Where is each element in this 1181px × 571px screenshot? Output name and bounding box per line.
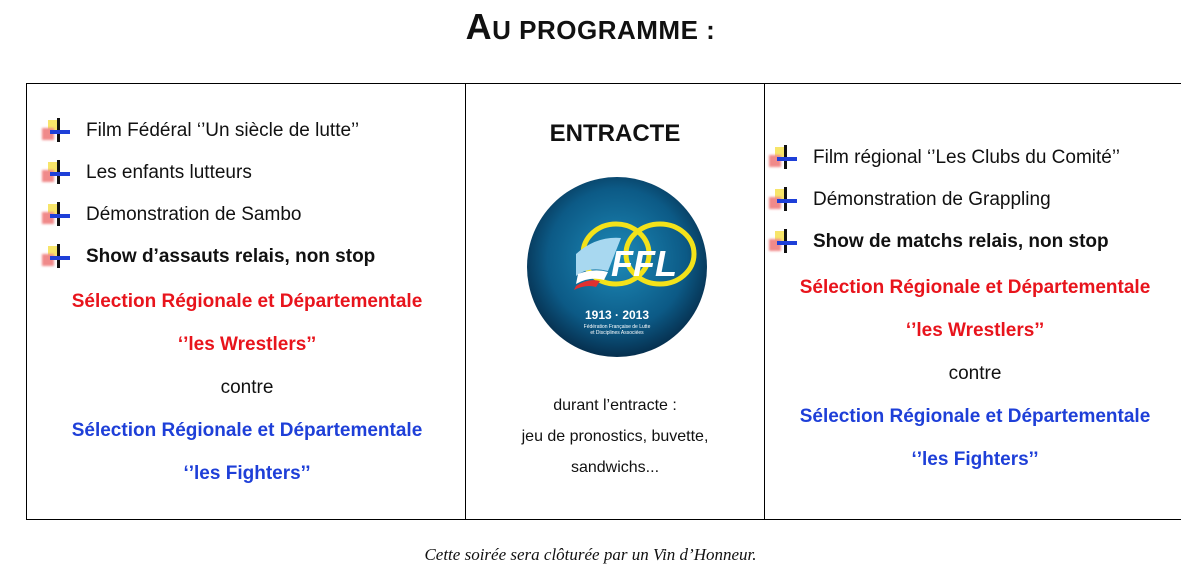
page-title: AU PROGRAMME : (465, 6, 716, 47)
team-red-name: ‘’les Wrestlers’’ (177, 334, 317, 355)
list-item: Film régional ‘’Les Clubs du Comité’’ (769, 137, 1181, 179)
footer-note: Cette soirée sera clôturée par un Vin d’… (424, 545, 757, 564)
bullet-icon (769, 229, 799, 255)
left-column: Film Fédéral ‘’Un siècle de lutte’’ Les e… (42, 110, 452, 495)
team-blue-name: ‘’les Fighters’’ (911, 449, 1039, 470)
right-column: Film régional ‘’Les Clubs du Comité’’ Dém… (769, 137, 1181, 481)
list-item: Démonstration de Sambo (42, 194, 452, 236)
ffl-logo: FFL 1913 · 2013 Fédération Française de … (526, 176, 708, 358)
versus-text: contre (220, 377, 274, 398)
bullet-icon (769, 145, 799, 171)
svg-text:Fédération Française de Lutte: Fédération Française de Lutte (584, 324, 651, 330)
svg-text:FFL: FFL (611, 243, 677, 284)
list-item: Film Fédéral ‘’Un siècle de lutte’’ (42, 110, 452, 152)
versus-text: contre (948, 363, 1002, 384)
team-blue-label: Sélection Régionale et Départementale (71, 420, 423, 441)
program-table (26, 83, 1181, 520)
list-item: Show d’assauts relais, non stop (42, 236, 452, 278)
bullet-icon (42, 244, 72, 270)
divider (465, 83, 466, 520)
divider (764, 83, 765, 520)
team-blue-label: Sélection Régionale et Départementale (799, 406, 1151, 427)
entracte-info: durant l’entracte : jeu de pronostics, b… (521, 397, 709, 476)
bullet-icon (42, 202, 72, 228)
list-item: Démonstration de Grappling (769, 179, 1181, 221)
bullet-icon (42, 118, 72, 144)
team-red-label: Sélection Régionale et Départementale (799, 277, 1151, 298)
svg-text:1913 · 2013: 1913 · 2013 (585, 308, 649, 322)
bullet-icon (769, 187, 799, 213)
bullet-icon (42, 160, 72, 186)
team-red-label: Sélection Régionale et Départementale (71, 291, 423, 312)
list-item: Show de matchs relais, non stop (769, 221, 1181, 263)
team-red-name: ‘’les Wrestlers’’ (905, 320, 1045, 341)
entracte-heading: ENTRACTE (549, 120, 681, 147)
list-item: Les enfants lutteurs (42, 152, 452, 194)
svg-text:et Disciplines Associées: et Disciplines Associées (590, 330, 644, 336)
team-blue-name: ‘’les Fighters’’ (183, 463, 311, 484)
